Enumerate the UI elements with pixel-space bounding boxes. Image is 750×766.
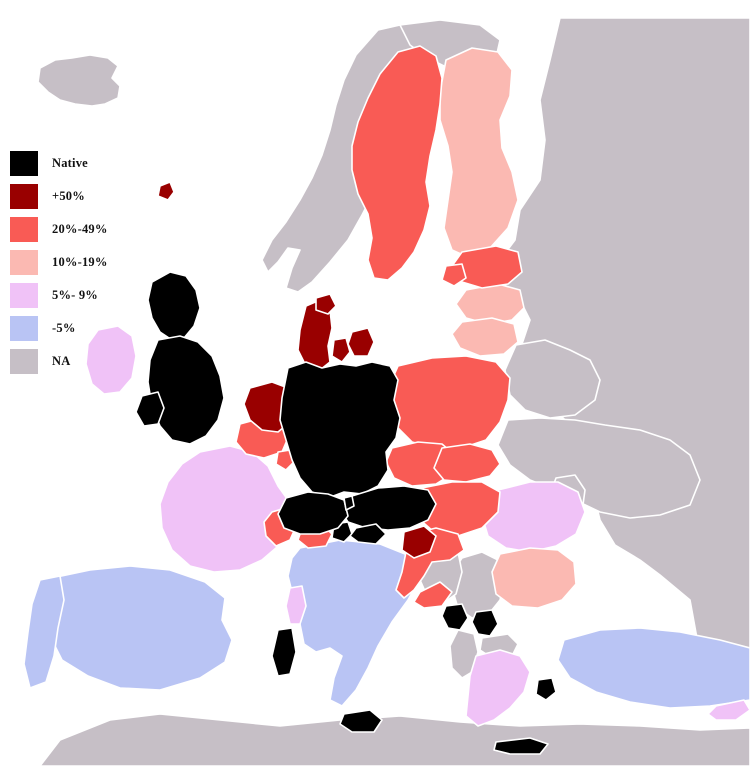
region-faroe-islands <box>157 181 175 201</box>
region-germany <box>279 361 401 499</box>
region-estonia-islands <box>441 263 467 287</box>
region-uk-scotland <box>147 271 201 341</box>
region-austria <box>339 485 437 531</box>
region-ukraine <box>497 417 701 519</box>
legend-label-native: Native <box>52 155 88 170</box>
legend-label-20-49: 20%-49% <box>52 221 108 236</box>
legend-item-over50: +50% <box>10 181 130 211</box>
legend-label-under5: -5% <box>52 320 76 335</box>
legend-item-10-19: 10%-19% <box>10 247 130 277</box>
region-slovakia <box>433 443 501 483</box>
region-sardinia <box>271 627 297 677</box>
legend-label-10-19: 10%-19% <box>52 254 108 269</box>
legend-swatch-10-19 <box>10 249 38 275</box>
region-sweden <box>351 45 443 281</box>
region-group-p10-19 <box>439 47 577 609</box>
region-group-over50 <box>157 181 437 559</box>
region-spain <box>45 565 233 691</box>
region-group-native <box>277 361 437 545</box>
region-iceland <box>37 54 121 107</box>
region-luxembourg <box>275 449 295 471</box>
legend-label-5-9: 5%- 9% <box>52 287 98 302</box>
region-bulgaria <box>491 547 577 609</box>
legend-swatch-5-9 <box>10 282 38 308</box>
region-corsica <box>285 585 307 625</box>
region-ireland <box>85 325 137 395</box>
legend-item-na: NA <box>10 346 130 376</box>
region-group-p20-49 <box>235 45 523 609</box>
legend-swatch-over50 <box>10 183 38 209</box>
region-sicily <box>339 709 383 733</box>
legend-label-over50: +50% <box>52 188 85 203</box>
region-albania <box>449 629 479 679</box>
region-denmark-funen <box>331 337 351 363</box>
region-denmark-zealand <box>347 327 375 357</box>
legend-swatch-native <box>10 150 38 176</box>
region-denmark-north <box>315 293 337 315</box>
legend-item-20-49: 20%-49% <box>10 214 130 244</box>
region-south-tyrol <box>349 523 387 545</box>
region-finland <box>439 47 519 259</box>
region-greece <box>465 649 531 727</box>
legend-item-under5: -5% <box>10 313 130 343</box>
region-croatia-coast <box>413 581 453 609</box>
region-slovenia <box>401 525 437 559</box>
region-portugal <box>23 575 65 689</box>
legend-swatch-20-49 <box>10 216 38 242</box>
region-latvia <box>455 283 525 325</box>
region-uk-england <box>147 335 225 445</box>
region-lithuania <box>451 317 519 357</box>
region-cyprus <box>707 699 750 721</box>
region-greek-islands <box>535 677 557 701</box>
legend-swatch-under5 <box>10 315 38 341</box>
map-legend: Native +50% 20%-49% 10%-19% 5%- 9% -5% N… <box>10 148 130 379</box>
legend-swatch-na <box>10 348 38 374</box>
region-north-africa <box>39 713 750 766</box>
region-switzerland <box>277 491 349 535</box>
region-crete <box>493 737 549 755</box>
region-group-under5 <box>23 539 750 733</box>
legend-label-na: NA <box>52 353 71 368</box>
region-uk-wales <box>135 391 165 427</box>
legend-item-5-9: 5%- 9% <box>10 280 130 310</box>
region-liechtenstein <box>343 495 355 511</box>
legend-item-native: Native <box>10 148 130 178</box>
